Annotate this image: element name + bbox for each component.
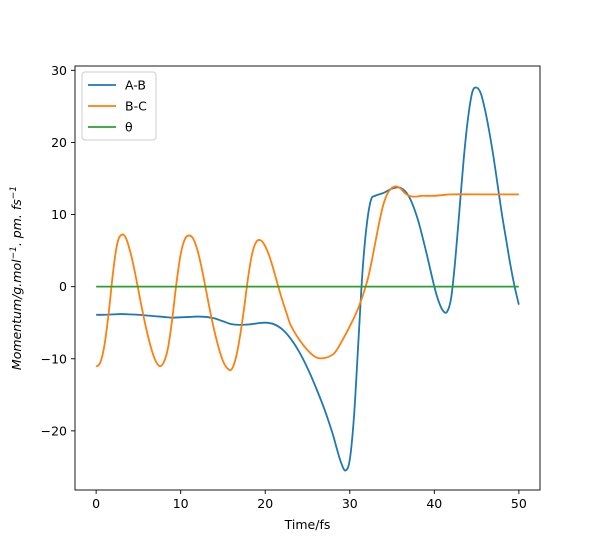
legend-label: B-C <box>125 99 147 114</box>
x-axis-label: Time/fs <box>284 517 331 532</box>
legend-box <box>81 71 157 141</box>
legend-label: θ <box>125 120 133 135</box>
legend-label: A-B <box>125 78 146 93</box>
y-axis-label-part: Momentum/g.mol <box>9 259 24 370</box>
ticks-layer: 0 10 20 30 40 50 −20 −10 0 10 20 30 <box>41 63 527 511</box>
plot-frame <box>74 65 541 491</box>
x-tick-label: 0 <box>92 496 100 511</box>
y-tick-label: 20 <box>51 135 67 150</box>
y-tick-label: 30 <box>51 63 67 78</box>
y-axis-label: Momentum/g.mol−1. pm. fs−1 <box>9 186 24 370</box>
y-axis-label-part: −1 <box>9 186 19 199</box>
series-line-2 <box>95 185 519 372</box>
y-tick-label: 0 <box>59 279 67 294</box>
x-tick-label: 40 <box>426 496 442 511</box>
y-tick-label: −10 <box>41 351 67 366</box>
y-tick-label: −20 <box>41 423 67 438</box>
y-tick-label: 10 <box>51 207 67 222</box>
x-tick-label: 20 <box>257 496 273 511</box>
legend: A-B B-C θ <box>81 71 157 141</box>
x-tick-label: 30 <box>342 496 358 511</box>
x-tick-label: 10 <box>173 496 189 511</box>
x-tick-label: 50 <box>511 496 527 511</box>
series-layer <box>95 86 520 472</box>
series-line-1 <box>96 86 520 472</box>
y-axis-label-part: −1 <box>9 246 19 259</box>
y-axis-label-part: . pm. fs <box>9 199 24 246</box>
